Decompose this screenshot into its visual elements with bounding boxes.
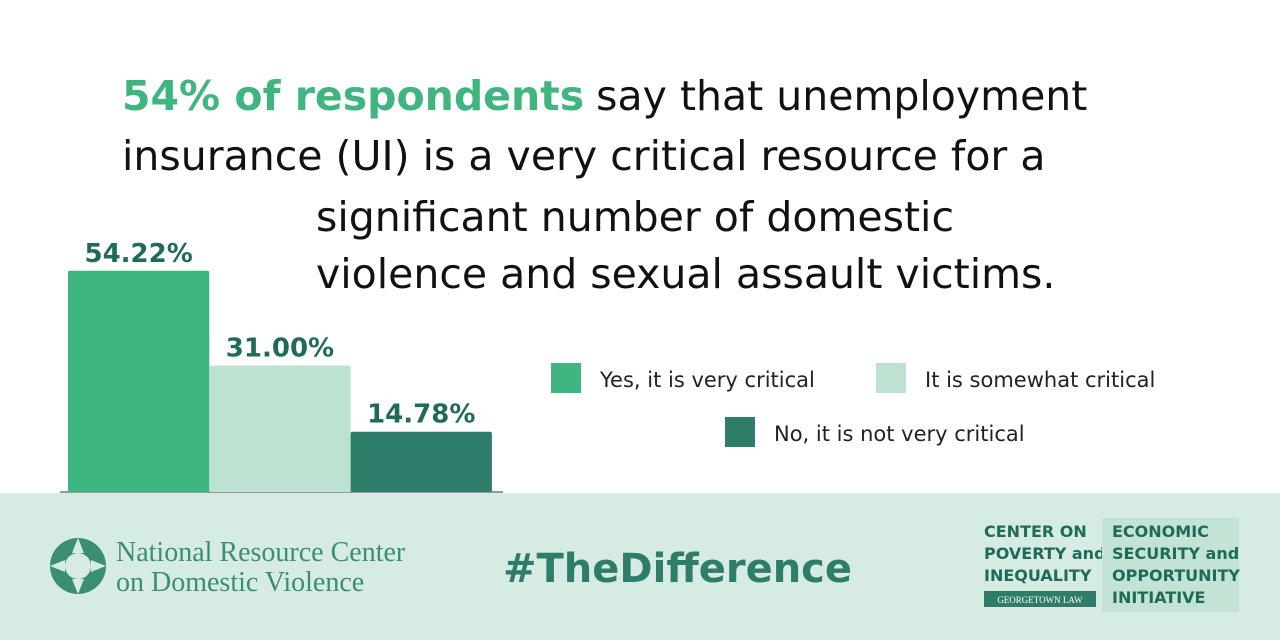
center-name: CENTER ON xyxy=(984,522,1087,541)
value-label: 54.22% xyxy=(85,239,193,269)
value-label: 14.78% xyxy=(367,400,475,430)
logo-icon xyxy=(50,538,106,594)
legend-swatch xyxy=(876,363,906,393)
center-name: POVERTY and xyxy=(984,544,1106,563)
footer-band xyxy=(0,493,1280,640)
title-line: violence and sexual assault victims. xyxy=(316,250,1055,298)
initiative-box xyxy=(1102,518,1239,612)
center-name: INEQUALITY xyxy=(984,566,1092,585)
legend-swatch xyxy=(551,363,581,393)
center-sub-bar xyxy=(984,591,1096,607)
initiative-name: ECONOMIC xyxy=(1112,522,1209,541)
center-sub: GEORGETOWN LAW xyxy=(997,595,1083,605)
logo-center xyxy=(65,553,91,579)
title-line: say that unemployment xyxy=(596,72,1087,120)
initiative-name: OPPORTUNITY xyxy=(1112,566,1240,585)
logo-pattern xyxy=(50,538,106,594)
chart-title: 54% of respondents say that unemployment xyxy=(122,72,1087,120)
value-label: 31.00% xyxy=(226,334,334,364)
title-line: insurance (UI) is a very critical resour… xyxy=(122,132,1045,180)
org-name: on Domestic Violence xyxy=(116,567,364,598)
legend-label: No, it is not very critical xyxy=(774,422,1025,446)
org-name: National Resource Center xyxy=(116,537,406,568)
legend-label: It is somewhat critical xyxy=(925,368,1155,392)
bar xyxy=(350,431,492,492)
bar xyxy=(68,270,210,492)
title-line: significant number of domestic xyxy=(316,193,954,241)
initiative-name: SECURITY and xyxy=(1112,544,1239,563)
legend-swatch xyxy=(725,417,755,447)
legend-label: Yes, it is very critical xyxy=(599,368,815,392)
title-highlight: 54% of respondents xyxy=(122,72,584,120)
initiative-name: INITIATIVE xyxy=(1112,588,1205,607)
hashtag: #TheDifference xyxy=(503,546,852,592)
bar xyxy=(209,365,351,492)
